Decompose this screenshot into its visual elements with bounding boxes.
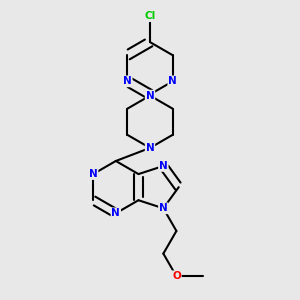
Text: N: N (159, 203, 168, 213)
Text: O: O (172, 271, 181, 281)
Text: N: N (89, 169, 98, 179)
Text: N: N (123, 76, 132, 86)
Text: N: N (146, 143, 154, 153)
Text: N: N (159, 161, 168, 171)
Text: N: N (111, 208, 120, 218)
Text: N: N (146, 91, 154, 100)
Text: Cl: Cl (144, 11, 156, 21)
Text: N: N (168, 76, 177, 86)
